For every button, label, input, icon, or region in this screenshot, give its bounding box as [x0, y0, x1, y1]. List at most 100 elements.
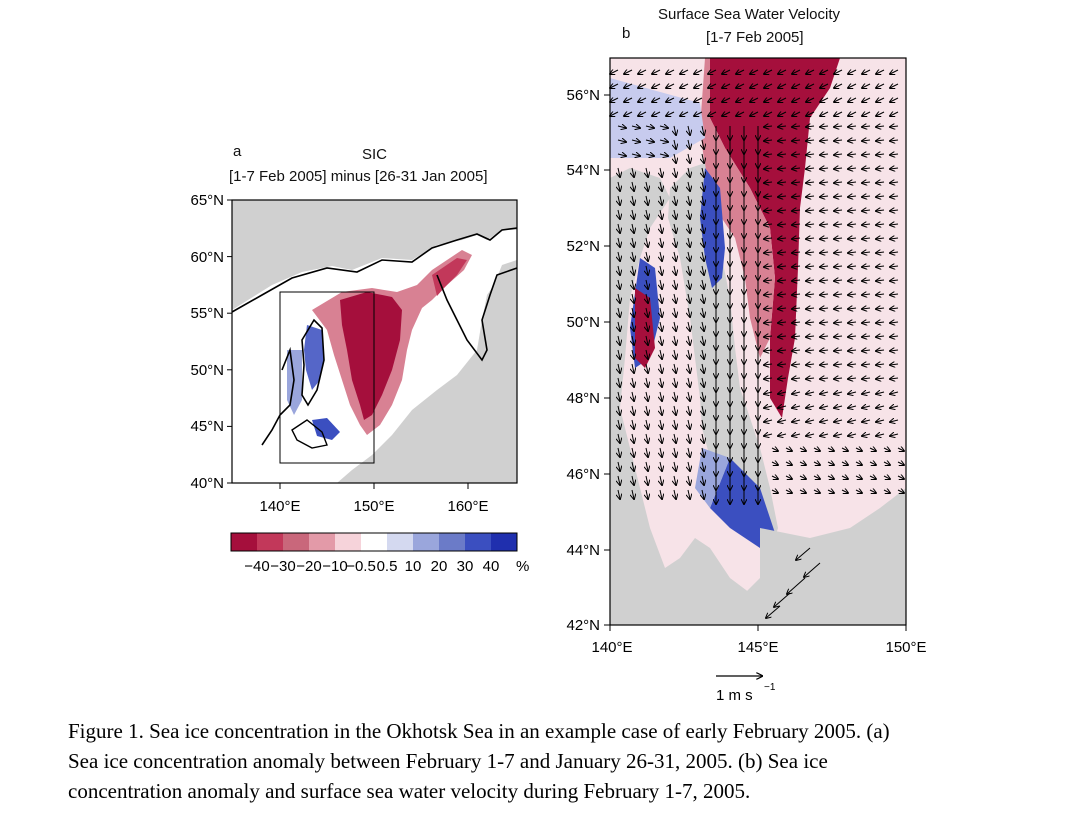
velocity-arrow — [820, 420, 829, 422]
colorbar-swatch — [335, 533, 362, 551]
velocity-arrow — [722, 112, 731, 116]
velocity-arrow — [820, 364, 829, 365]
velocity-arrow — [834, 182, 843, 183]
velocity-arrow — [632, 475, 634, 485]
velocity-arrow — [674, 237, 676, 247]
velocity-arrow — [876, 392, 885, 394]
velocity-arrow — [834, 238, 843, 239]
velocity-arrow — [862, 308, 871, 309]
velocity-arrow — [688, 447, 690, 457]
velocity-arrow — [750, 70, 759, 74]
velocity-arrow — [702, 237, 704, 247]
velocity-arrow — [862, 434, 871, 436]
velocity-arrow — [883, 476, 890, 479]
panel-a-lat-ticks — [227, 199, 469, 489]
velocity-arrow — [862, 224, 871, 225]
velocity-arrow — [820, 350, 829, 351]
velocity-arrow — [646, 223, 648, 233]
velocity-arrow — [618, 167, 620, 177]
velocity-arrow — [660, 251, 662, 261]
colorbar-swatch — [413, 533, 440, 551]
velocity-arrow — [876, 70, 885, 74]
velocity-arrow — [848, 238, 857, 239]
velocity-arrow — [617, 140, 626, 142]
velocity-arrow — [876, 140, 885, 141]
velocity-arrow — [708, 84, 717, 88]
velocity-arrow — [841, 476, 848, 479]
velocity-arrow — [680, 84, 689, 88]
velocity-arrow — [632, 433, 634, 443]
velocity-arrow — [806, 84, 815, 88]
velocity-arrow — [806, 210, 815, 211]
velocity-arrow — [883, 462, 890, 465]
velocity-arrow — [660, 489, 662, 499]
velocity-arrow — [764, 392, 773, 394]
velocity-arrow — [646, 405, 648, 415]
panel-a-lat-label-4: 45°N — [190, 418, 224, 435]
velocity-arrow — [688, 433, 690, 443]
velocity-arrow — [813, 448, 820, 451]
panel-b-title: Surface Sea Water Velocity — [658, 6, 841, 23]
velocity-arrow — [702, 223, 704, 233]
velocity-arrow — [862, 336, 871, 337]
velocity-arrow — [834, 168, 843, 169]
panel-b-lat-label-4: 48°N — [566, 390, 600, 407]
velocity-arrow — [778, 322, 787, 323]
velocity-arrow — [618, 419, 620, 429]
velocity-arrow — [806, 336, 815, 337]
velocity-arrow — [876, 336, 885, 337]
velocity-arrow — [764, 112, 773, 116]
velocity-arrows — [610, 70, 904, 618]
velocity-arrow — [771, 476, 778, 479]
panel-a-lon-label-2: 160°E — [447, 498, 488, 515]
colorbar-swatch — [491, 533, 518, 551]
velocity-arrow — [848, 322, 857, 323]
velocity-arrow — [834, 392, 843, 394]
velocity-arrow — [674, 419, 676, 429]
velocity-arrow — [618, 237, 620, 247]
velocity-arrow — [820, 392, 829, 394]
velocity-arrow — [750, 98, 759, 102]
velocity-arrow — [827, 476, 834, 479]
velocity-arrow — [694, 84, 703, 88]
velocity-arrow — [610, 70, 619, 74]
velocity-arrow — [702, 195, 704, 205]
velocity-arrow — [862, 350, 871, 351]
velocity-arrow — [890, 280, 899, 281]
velocity-arrow — [820, 84, 829, 88]
velocity-arrow — [827, 448, 834, 451]
velocity-arrow — [688, 321, 690, 331]
velocity-arrow — [646, 321, 648, 331]
velocity-arrow — [764, 434, 773, 436]
velocity-arrow — [708, 112, 717, 116]
colorbar-swatch — [465, 533, 492, 551]
velocity-arrow — [804, 562, 821, 577]
velocity-arrow — [848, 434, 857, 436]
velocity-arrow — [764, 280, 773, 281]
velocity-arrow — [792, 308, 801, 309]
velocity-arrow — [702, 335, 704, 345]
velocity-arrow — [632, 223, 634, 233]
velocity-arrow — [806, 224, 815, 225]
velocity-arrow — [674, 279, 676, 289]
velocity-arrow — [618, 335, 620, 345]
velocity-arrow — [862, 322, 871, 323]
velocity-arrow — [820, 280, 829, 281]
velocity-arrow — [890, 350, 899, 351]
coastline — [231, 227, 518, 313]
velocity-arrow — [764, 294, 773, 295]
velocity-arrow — [834, 112, 843, 116]
velocity-arrow — [702, 461, 704, 471]
velocity-arrow — [702, 433, 704, 443]
velocity-arrow — [631, 140, 640, 142]
velocity-arrow — [787, 577, 806, 594]
velocity-arrow — [674, 139, 676, 149]
velocity-arrow — [792, 392, 801, 394]
velocity-arrow — [764, 238, 773, 239]
velocity-arrow — [660, 181, 662, 191]
panel-a-lat-label-3: 50°N — [190, 362, 224, 379]
velocity-arrow — [688, 209, 690, 219]
velocity-arrow — [820, 98, 829, 102]
velocity-arrow — [890, 154, 899, 155]
velocity-arrow — [820, 196, 829, 197]
